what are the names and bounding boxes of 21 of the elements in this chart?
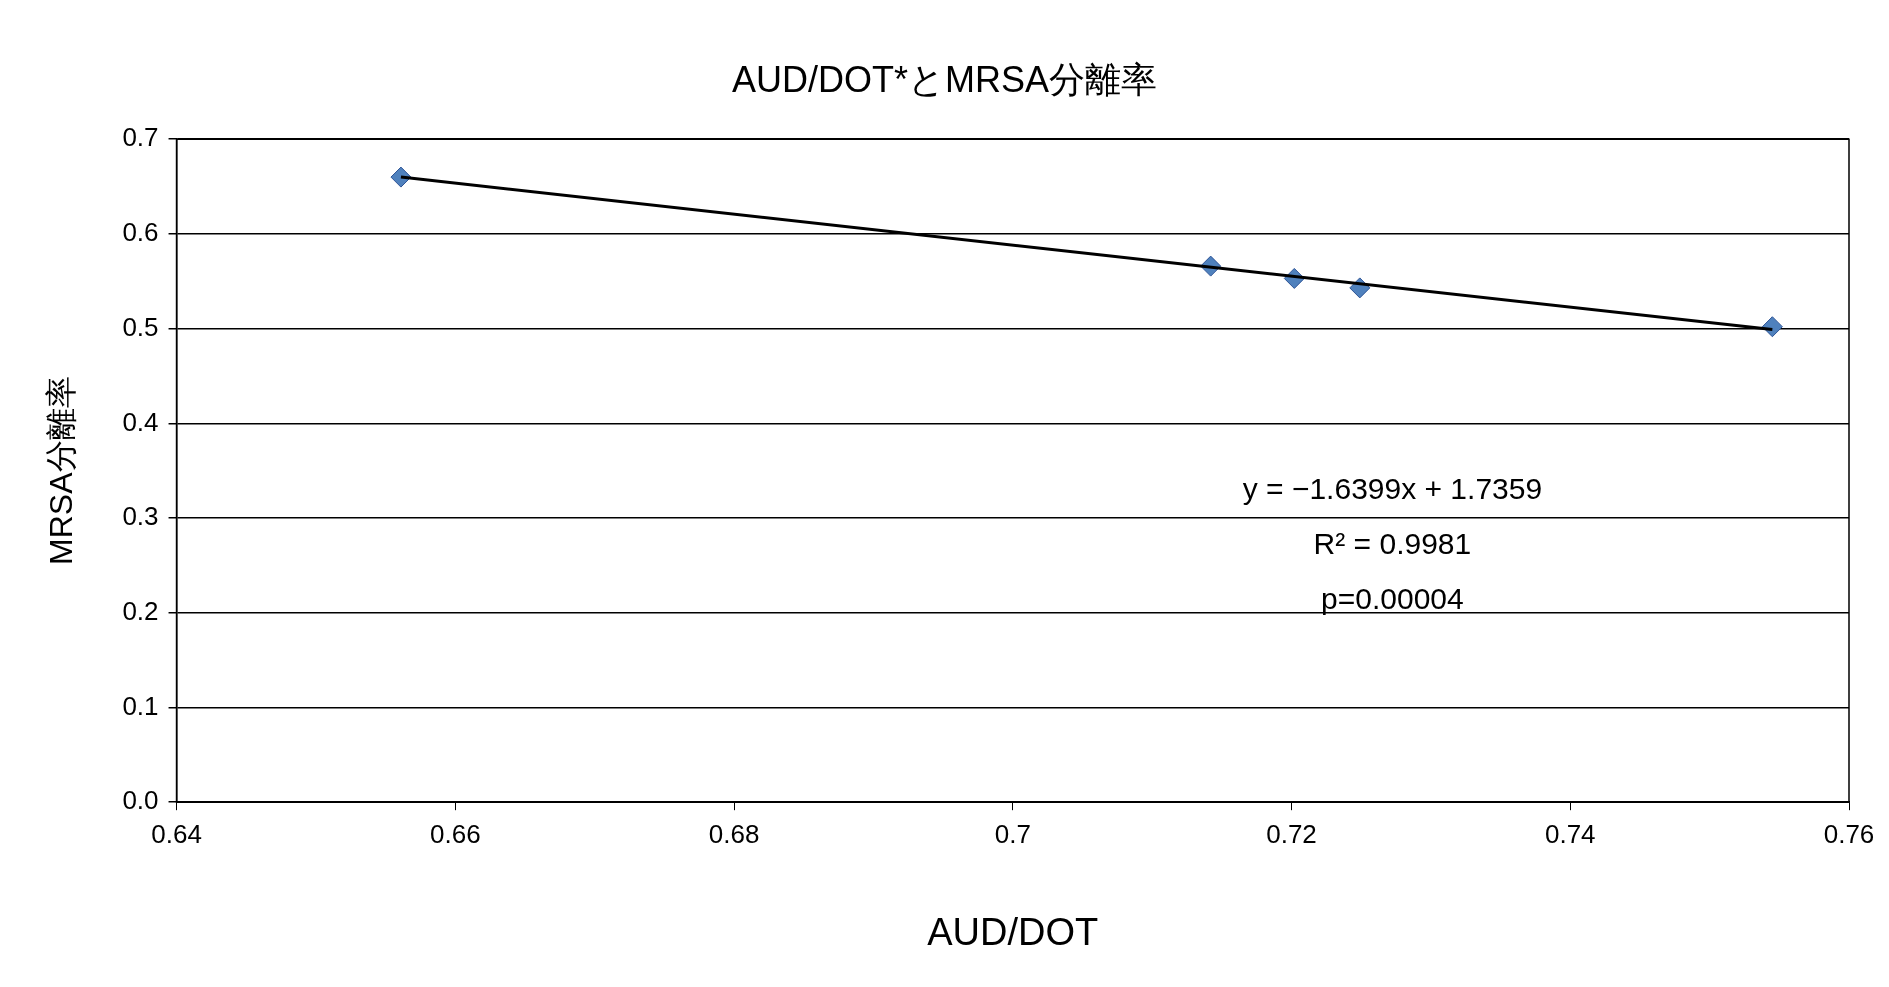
y-tick-label: 0.7: [122, 122, 159, 153]
y-tick-label: 0.5: [122, 311, 159, 342]
y-tick-label: 0.0: [122, 785, 159, 816]
y-tick-label: 0.4: [122, 406, 159, 437]
x-tick-label: 0.76: [1823, 818, 1875, 849]
x-tick-label: 0.64: [151, 818, 202, 849]
annotation: p=0.00004: [1321, 581, 1464, 615]
chart-title: AUD/DOT*とMRSA分離率: [731, 58, 1158, 100]
annotation: y = −1.6399x + 1.7359: [1242, 471, 1543, 505]
x-axis-title: AUD/DOT: [927, 910, 1099, 953]
x-tick-label: 0.7: [994, 818, 1031, 849]
y-tick-label: 0.2: [122, 595, 159, 626]
y-tick-label: 0.6: [122, 217, 159, 248]
y-axis-title: MRSA分離率: [43, 376, 80, 565]
x-tick-label: 0.74: [1544, 818, 1596, 849]
x-tick-label: 0.68: [708, 818, 760, 849]
annotation: R² = 0.9981: [1313, 526, 1472, 560]
x-tick-label: 0.66: [429, 818, 481, 849]
x-tick-label: 0.72: [1266, 818, 1317, 849]
y-tick-label: 0.3: [122, 501, 159, 532]
y-tick-label: 0.1: [122, 690, 159, 721]
